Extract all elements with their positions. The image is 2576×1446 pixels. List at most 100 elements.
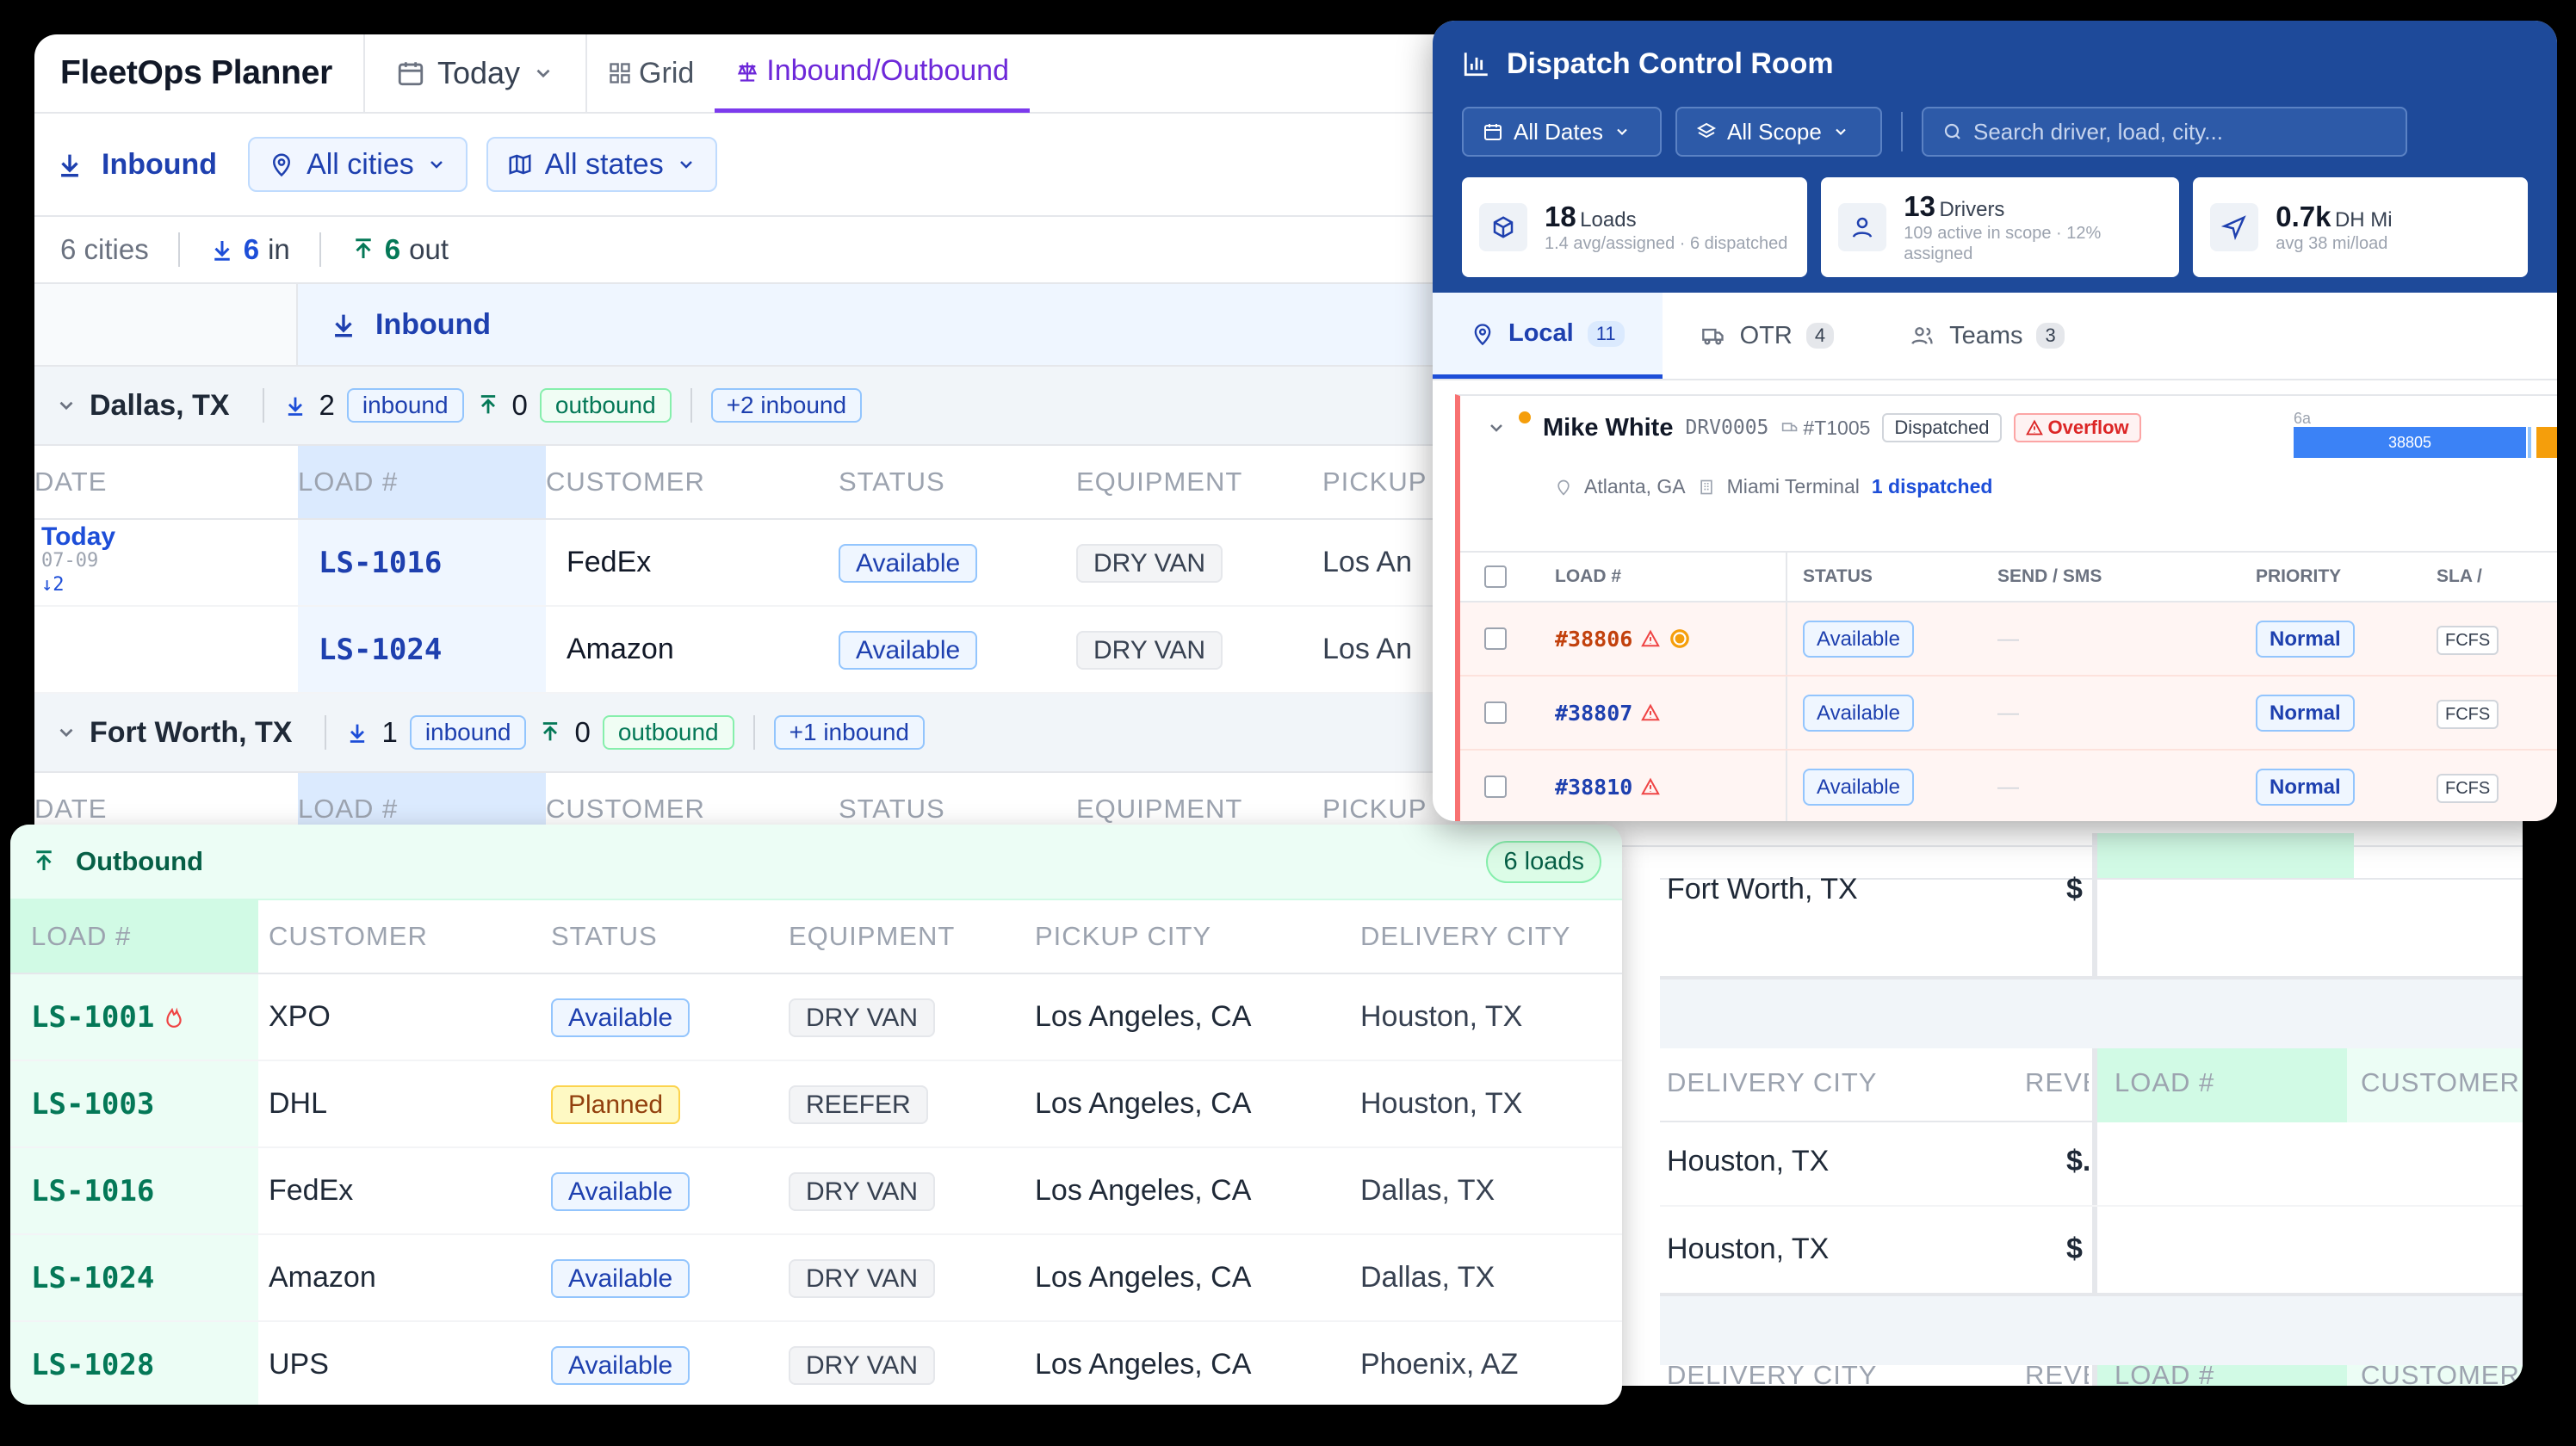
delivery-city: Houston, TX — [1360, 1087, 1523, 1120]
dispatch-title: Dispatch Control Room — [1462, 38, 2528, 90]
cities-count: 6 cities — [60, 233, 149, 265]
dates-filter-label: All Dates — [1514, 118, 1604, 145]
table-row[interactable]: LS-1001 XPO Available DRY VAN Los Angele… — [10, 974, 1622, 1061]
checkbox-cell — [1460, 627, 1555, 650]
table-header: LOAD # CUSTOMER STATUS EQUIPMENT PICKUP … — [10, 900, 1622, 974]
inbound-count: 2 — [319, 389, 335, 421]
date-select[interactable]: Today — [365, 55, 585, 91]
load-number[interactable]: LS-1028 — [10, 1322, 258, 1405]
tab-otr[interactable]: OTR 4 — [1663, 293, 1872, 379]
status-cell: Available — [551, 1172, 789, 1211]
chevron-down-icon — [532, 62, 554, 84]
priority-cell: Normal — [2256, 768, 2437, 806]
row-checkbox[interactable] — [1484, 776, 1507, 798]
map-pin-icon — [1555, 479, 1572, 496]
status-badge: Available — [551, 1346, 690, 1385]
timeline-next-bar[interactable] — [2536, 427, 2557, 458]
load-number[interactable]: LS-1024 — [298, 607, 546, 692]
driver-sub-line: Atlanta, GA Miami Terminal 1 dispatched — [1555, 475, 1992, 498]
inbound-count: 1 — [381, 716, 398, 748]
equipment-badge: DRY VAN — [1076, 544, 1223, 583]
sla-badge: FCFS — [2437, 625, 2499, 655]
status-cell: Available — [1787, 768, 1997, 806]
row-checkbox[interactable] — [1484, 627, 1507, 650]
chevron-down-icon — [55, 721, 77, 744]
driver-card[interactable]: Mike White DRV0005 #T1005 Dispatched Ove… — [1455, 394, 2557, 821]
col-load: LOAD # — [1555, 553, 1787, 601]
table-row[interactable]: #38806 Available — Normal FCFS — [1460, 602, 2557, 677]
dates-filter[interactable]: All Dates — [1462, 107, 1662, 157]
tab-teams[interactable]: Teams 3 — [1872, 293, 2102, 379]
equipment-cell: DRY VAN — [789, 998, 1035, 1037]
revenue-value: $. — [2066, 1145, 2091, 1177]
load-cell[interactable]: LS-1001 — [10, 974, 258, 1060]
users-icon — [1910, 324, 1935, 348]
outbound-count: 0 — [574, 716, 591, 748]
tab-label: Inbound/Outbound — [766, 54, 1009, 87]
direction-filter[interactable]: Inbound — [55, 148, 229, 182]
date-sub: 07-09 — [41, 550, 99, 572]
status-cell: Available — [551, 1259, 789, 1298]
stat-sub: 109 active in scope · 12% assigned — [1904, 224, 2102, 263]
city-filter[interactable]: All cities — [248, 137, 468, 192]
status-badge: Available — [551, 1259, 690, 1298]
timeline-load-bar[interactable]: 38805 — [2294, 427, 2526, 458]
header-band — [1660, 1048, 2523, 1122]
stat-text: 0.7k DH Mi avg 38 mi/load — [2276, 201, 2392, 254]
customer: Amazon — [567, 633, 674, 665]
table-row[interactable]: LS-1028 UPS Available DRY VAN Los Angele… — [10, 1322, 1622, 1405]
status-badge: Available — [551, 1172, 690, 1211]
priority-cell: Normal — [2256, 620, 2437, 658]
state-filter[interactable]: All states — [486, 137, 717, 192]
stat-number: 13 — [1904, 190, 1935, 222]
priority-badge[interactable]: Normal — [2256, 694, 2355, 732]
table-row[interactable]: LS-1003 DHL Planned REEFER Los Angeles, … — [10, 1061, 1622, 1148]
col-date: DATE — [34, 467, 108, 497]
revenue-value: $ — [2066, 873, 2083, 905]
load-cell[interactable]: #38810 — [1555, 751, 1787, 821]
customer: FedEx — [269, 1174, 354, 1207]
col-load: LOAD # — [10, 900, 258, 973]
load-number[interactable]: LS-1016 — [298, 520, 546, 605]
arrow-down-icon — [283, 393, 307, 417]
extra-inbound-chip[interactable]: +2 inbound — [710, 388, 863, 423]
dispatch-tabs: Local 11 OTR 4 Teams 3 — [1433, 293, 2557, 380]
truck-ref: #T1005 — [1780, 417, 1870, 440]
load-cell[interactable]: #38806 — [1555, 602, 1787, 675]
outbound-chip: outbound — [602, 715, 734, 750]
summary-bar: 6 cities 6 in 6 out — [34, 217, 2523, 284]
row-checkbox[interactable] — [1484, 701, 1507, 724]
scale-icon — [735, 59, 759, 83]
table-row[interactable]: LS-1024 Amazon Available DRY VAN Los Ang… — [10, 1235, 1622, 1322]
search-input[interactable]: Search driver, load, city... — [1922, 107, 2407, 157]
status-cell: Available — [551, 998, 789, 1037]
flame-icon — [163, 1004, 185, 1030]
tab-local[interactable]: Local 11 — [1433, 293, 1663, 379]
priority-badge[interactable]: Normal — [2256, 768, 2355, 806]
stat-card-drivers: 13 Drivers 109 active in scope · 12% ass… — [1821, 177, 2180, 277]
select-all-checkbox[interactable] — [1484, 565, 1507, 588]
table-row[interactable]: LS-1016 FedEx Available DRY VAN Los Ange… — [10, 1148, 1622, 1235]
divider — [1660, 976, 2523, 979]
table-row[interactable]: #38807 Available — Normal FCFS — [1460, 677, 2557, 751]
status-cell: Available — [551, 1346, 789, 1385]
col-status: STATUS — [839, 467, 945, 497]
extra-inbound-chip[interactable]: +1 inbound — [773, 715, 925, 750]
chevron-down-icon[interactable] — [1486, 417, 1507, 438]
tab-inbound-outbound[interactable]: Inbound/Outbound — [715, 34, 1030, 113]
divider — [1901, 112, 1903, 151]
load-number[interactable]: LS-1016 — [10, 1148, 258, 1233]
table-row[interactable]: LS-1024 Amazon Available DRY VAN Los An — [34, 607, 2523, 694]
tab-grid[interactable]: Grid — [587, 34, 715, 113]
priority-badge[interactable]: Normal — [2256, 620, 2355, 658]
table-header: LOAD # STATUS SEND / SMS PRIORITY SLA / — [1460, 551, 2557, 602]
dispatch-panel: Dispatch Control Room All Dates All Scop… — [1433, 21, 2557, 821]
table-row[interactable]: #38810 Available — Normal FCFS — [1460, 751, 2557, 821]
table-row[interactable]: LS-1016 FedEx Available DRY VAN Los An — [34, 520, 2523, 607]
loads-count-badge: 6 loads — [1486, 840, 1601, 883]
scope-filter[interactable]: All Scope — [1675, 107, 1882, 157]
load-cell[interactable]: #38807 — [1555, 677, 1787, 749]
header-spacer — [34, 284, 298, 365]
load-number[interactable]: LS-1003 — [10, 1061, 258, 1146]
load-number[interactable]: LS-1024 — [10, 1235, 258, 1320]
